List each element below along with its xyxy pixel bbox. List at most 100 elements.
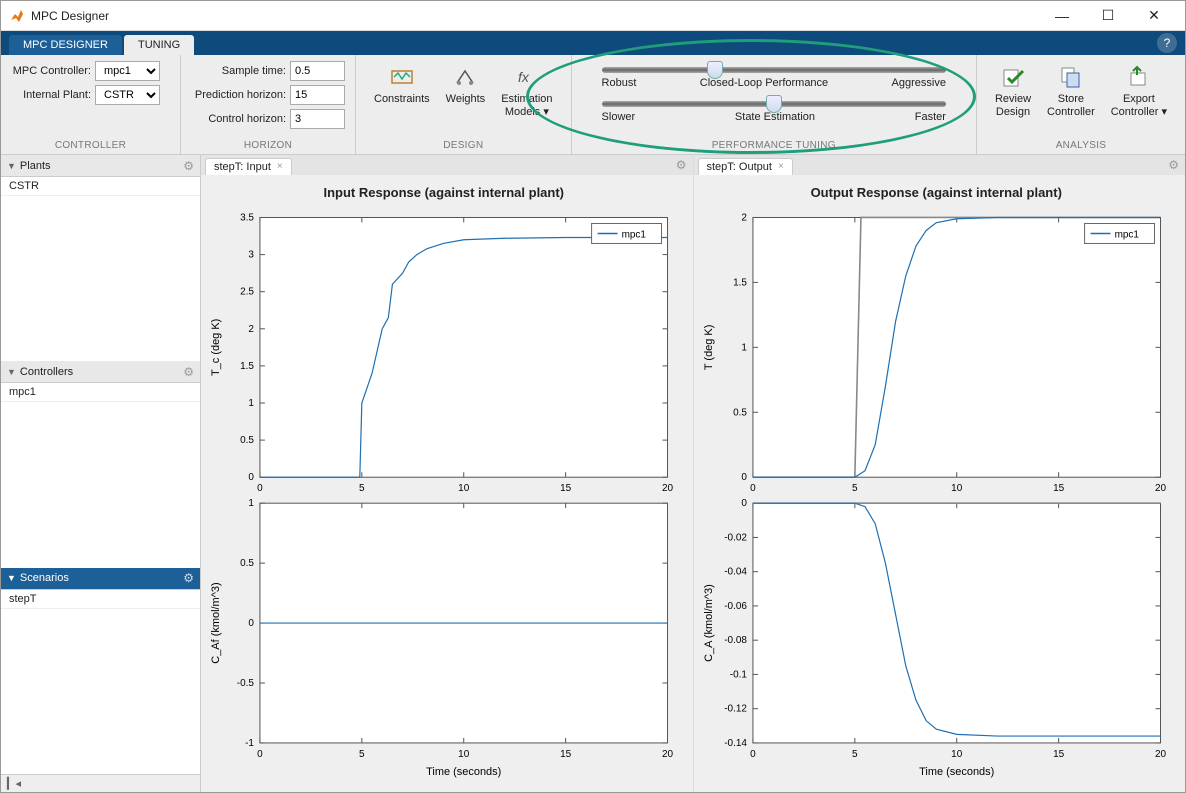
store-controller-button[interactable]: Store Controller bbox=[1039, 61, 1103, 118]
gear-icon[interactable]: ⚙ bbox=[1168, 158, 1179, 172]
group-horizon: Sample time: Prediction horizon: Control… bbox=[181, 55, 356, 154]
svg-text:-0.04: -0.04 bbox=[724, 566, 747, 577]
maximize-button[interactable]: ☐ bbox=[1085, 1, 1131, 31]
mpc-controller-select[interactable]: mpc1 bbox=[95, 61, 160, 81]
plot-area: stepT: Input× ⚙ Input Response (against … bbox=[201, 155, 1185, 792]
mpc-controller-label: MPC Controller: bbox=[11, 65, 91, 77]
output-plot-pane: stepT: Output× ⚙ Output Response (agains… bbox=[694, 155, 1186, 792]
svg-text:C_A (kmol/m^3): C_A (kmol/m^3) bbox=[702, 584, 714, 662]
gear-icon[interactable]: ⚙ bbox=[183, 365, 194, 379]
svg-text:5: 5 bbox=[852, 749, 858, 760]
svg-text:-1: -1 bbox=[245, 738, 254, 749]
group-analysis: Review Design Store Controller Export Co… bbox=[977, 55, 1185, 154]
sample-time-input[interactable] bbox=[290, 61, 345, 81]
svg-text:1: 1 bbox=[248, 498, 254, 509]
constraints-icon bbox=[390, 65, 414, 89]
svg-text:10: 10 bbox=[458, 749, 470, 760]
output-tab[interactable]: stepT: Output× bbox=[698, 158, 793, 175]
svg-text:mpc1: mpc1 bbox=[622, 229, 647, 240]
svg-text:0: 0 bbox=[248, 472, 254, 483]
internal-plant-label: Internal Plant: bbox=[11, 89, 91, 101]
svg-text:0: 0 bbox=[750, 483, 756, 494]
gear-icon[interactable]: ⚙ bbox=[183, 159, 194, 173]
svg-text:-0.06: -0.06 bbox=[724, 601, 747, 612]
svg-text:5: 5 bbox=[359, 483, 365, 494]
export-controller-button[interactable]: Export Controller ▾ bbox=[1103, 61, 1175, 118]
constraints-button[interactable]: Constraints bbox=[366, 61, 438, 118]
svg-text:1: 1 bbox=[741, 342, 747, 353]
group-controller-label: CONTROLLER bbox=[11, 140, 170, 154]
sample-time-label: Sample time: bbox=[191, 65, 286, 77]
tab-mpc-designer[interactable]: MPC DESIGNER bbox=[9, 35, 122, 55]
weights-icon bbox=[453, 65, 477, 89]
store-icon bbox=[1059, 65, 1083, 89]
svg-text:0.5: 0.5 bbox=[240, 558, 254, 569]
svg-text:-0.12: -0.12 bbox=[724, 703, 747, 714]
scenarios-item[interactable]: stepT bbox=[1, 590, 200, 609]
prediction-horizon-input[interactable] bbox=[290, 85, 345, 105]
control-horizon-label: Control horizon: bbox=[191, 113, 286, 125]
output-chart: 00.511.5205101520T (deg K)mpc1-0.14-0.12… bbox=[698, 208, 1176, 782]
svg-text:T (deg K): T (deg K) bbox=[702, 324, 714, 370]
svg-text:fx: fx bbox=[518, 69, 530, 85]
closed-loop-slider[interactable]: Robust Closed-Loop Performance Aggressiv… bbox=[602, 61, 946, 95]
svg-text:20: 20 bbox=[1154, 483, 1166, 494]
input-plot-pane: stepT: Input× ⚙ Input Response (against … bbox=[201, 155, 694, 792]
svg-text:20: 20 bbox=[662, 483, 674, 494]
help-button[interactable]: ? bbox=[1157, 33, 1177, 53]
svg-text:15: 15 bbox=[1053, 483, 1065, 494]
svg-text:2.5: 2.5 bbox=[240, 286, 254, 297]
svg-text:C_Af (kmol/m^3): C_Af (kmol/m^3) bbox=[210, 582, 222, 663]
close-icon[interactable]: × bbox=[277, 161, 283, 172]
workspace: ▼Plants⚙ CSTR ▼Controllers⚙ mpc1 ▼Scenar… bbox=[1, 155, 1185, 792]
gear-icon[interactable]: ⚙ bbox=[676, 158, 687, 172]
slider2-left-label: Slower bbox=[602, 111, 636, 123]
internal-plant-select[interactable]: CSTR bbox=[95, 85, 160, 105]
close-button[interactable]: ✕ bbox=[1131, 1, 1177, 31]
weights-button[interactable]: Weights bbox=[438, 61, 494, 118]
output-chart-title: Output Response (against internal plant) bbox=[698, 185, 1176, 200]
svg-text:3.5: 3.5 bbox=[240, 212, 254, 223]
svg-text:15: 15 bbox=[1053, 749, 1065, 760]
svg-text:15: 15 bbox=[560, 483, 572, 494]
svg-text:2: 2 bbox=[741, 212, 747, 223]
input-tab[interactable]: stepT: Input× bbox=[205, 158, 292, 175]
svg-text:0: 0 bbox=[257, 749, 263, 760]
control-horizon-input[interactable] bbox=[290, 109, 345, 129]
tab-tuning[interactable]: TUNING bbox=[124, 35, 194, 55]
estimation-models-button[interactable]: fx Estimation Models ▾ bbox=[493, 61, 560, 118]
group-horizon-label: HORIZON bbox=[191, 140, 345, 154]
minimize-button[interactable]: — bbox=[1039, 1, 1085, 31]
close-icon[interactable]: × bbox=[778, 161, 784, 172]
svg-text:15: 15 bbox=[560, 749, 572, 760]
group-analysis-label: ANALYSIS bbox=[987, 140, 1175, 154]
plants-header[interactable]: ▼Plants⚙ bbox=[1, 155, 200, 177]
plants-item[interactable]: CSTR bbox=[1, 177, 200, 196]
input-chart-title: Input Response (against internal plant) bbox=[205, 185, 683, 200]
controllers-item[interactable]: mpc1 bbox=[1, 383, 200, 402]
controllers-header[interactable]: ▼Controllers⚙ bbox=[1, 361, 200, 383]
svg-text:0: 0 bbox=[750, 749, 756, 760]
export-icon bbox=[1127, 65, 1151, 89]
ribbon: MPC Controller: mpc1 Internal Plant: CST… bbox=[1, 55, 1185, 155]
fx-icon: fx bbox=[515, 65, 539, 89]
svg-text:Time (seconds): Time (seconds) bbox=[426, 766, 501, 778]
svg-text:10: 10 bbox=[458, 483, 470, 494]
svg-text:-0.08: -0.08 bbox=[724, 635, 747, 646]
side-status: ▎◂ bbox=[1, 774, 200, 792]
svg-text:1.5: 1.5 bbox=[240, 361, 254, 372]
scenarios-header[interactable]: ▼Scenarios⚙ bbox=[1, 568, 200, 590]
svg-text:3: 3 bbox=[248, 249, 254, 260]
review-design-button[interactable]: Review Design bbox=[987, 61, 1039, 118]
svg-text:-0.5: -0.5 bbox=[237, 678, 255, 689]
svg-text:mpc1: mpc1 bbox=[1114, 229, 1139, 240]
slider1-left-label: Robust bbox=[602, 77, 637, 89]
slider2-right-label: Faster bbox=[915, 111, 946, 123]
gear-icon[interactable]: ⚙ bbox=[183, 571, 194, 585]
svg-text:-0.02: -0.02 bbox=[724, 532, 747, 543]
group-performance-tuning: Robust Closed-Loop Performance Aggressiv… bbox=[572, 55, 977, 154]
group-tuning-label: PERFORMANCE TUNING bbox=[602, 140, 946, 154]
svg-text:10: 10 bbox=[951, 749, 963, 760]
state-estimation-slider[interactable]: Slower State Estimation Faster bbox=[602, 95, 946, 129]
side-panel: ▼Plants⚙ CSTR ▼Controllers⚙ mpc1 ▼Scenar… bbox=[1, 155, 201, 792]
